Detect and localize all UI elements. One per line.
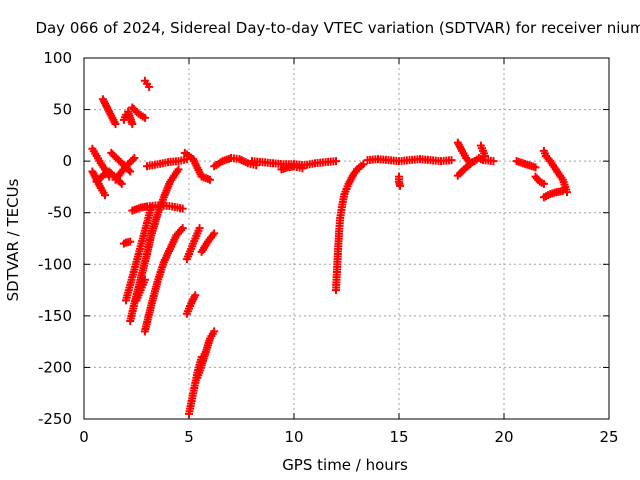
y-tick-label: 50 [53,101,72,119]
data-point [531,163,540,172]
series-arc-2.3-50 [128,103,149,122]
axis-ticks: 0 5 10 15 20 25 100 50 0 -50 -100 -150 -200 -250 [38,49,619,446]
data-point [332,157,340,166]
data-point [140,113,149,122]
series-arc-18.0-dip [453,160,475,180]
series-arc-1.6-rise [111,154,139,184]
series-arc-5.5-deep [193,327,219,382]
y-tick-label: -100 [38,255,72,273]
series-arc-2.8-flat [128,201,187,215]
data-point [539,179,548,188]
series-arc-2.0-50 [119,107,137,129]
data-point [210,229,219,238]
y-tick-label: 100 [43,49,72,67]
data-point [126,167,135,176]
x-tick-label: 0 [79,428,89,446]
series-arc-6.5-zero [210,154,261,171]
y-axis-label: SDTVAR / TECUs [4,178,22,301]
data-point [481,151,490,160]
data-point [101,191,109,200]
series-arc-2.6-short [132,275,149,305]
series-arc-5.0-mid [182,224,204,264]
data-point [116,178,125,187]
series-arc-21.7-dip [531,172,548,188]
x-tick-label: 20 [494,428,513,446]
data-point [359,160,368,169]
series-arc-20.8-zero [512,157,540,172]
data-point [191,291,200,300]
x-tick-label: 10 [284,428,303,446]
data-point [126,237,135,246]
series-arc-12.0-drop [332,160,368,295]
data-point [489,157,498,166]
data-point [140,275,149,284]
series-arc-5.0-steep [182,291,200,318]
x-tick-label: 25 [599,428,618,446]
data-point [178,224,187,233]
data-point [178,204,187,213]
data-point [206,175,214,184]
series-arc-3.0-zero [143,155,191,171]
data-point [174,165,183,174]
chart-title: Day 066 of 2024, Sidereal Day-to-day VTE… [35,19,640,37]
data-point [396,181,405,190]
data-point [128,155,137,164]
data-points [88,76,571,418]
data-point [210,327,219,336]
data-point [558,187,567,196]
y-tick-label: -50 [48,204,73,222]
data-point [130,154,139,163]
plot-frame [83,57,610,420]
data-point [298,164,307,173]
grid [84,58,609,419]
data-point [128,120,137,129]
y-tick-label: -250 [38,410,72,428]
series-arc-13.5-zero [363,155,456,166]
data-point [145,82,154,91]
series-arc-1.0-peak [98,95,120,129]
y-tick-label: -150 [38,307,72,325]
series-arc-5.8-mid [197,229,219,256]
series-arc-19.0-spike [476,141,490,160]
x-tick-label: 15 [389,428,408,446]
series-arc-9.5-dip [277,162,307,174]
x-tick-label: 5 [184,428,194,446]
data-point [111,120,120,129]
series-arc-15.0-dip [395,172,405,190]
series-arc-2.9-long [140,224,187,336]
data-point [195,224,204,233]
y-tick-label: 0 [62,152,72,170]
data-point [466,160,475,169]
series-arc-5.0-zero [180,148,214,184]
series-arc-2.9-75 [140,76,154,91]
data-point [117,179,126,188]
series-arc-22.3-neg [539,187,567,202]
y-tick-label: -200 [38,358,72,376]
x-axis-label: GPS time / hours [282,456,408,474]
series-arc-18.0-rise [453,138,498,168]
series-arc-2.0-short [119,237,135,248]
data-point [447,156,456,165]
